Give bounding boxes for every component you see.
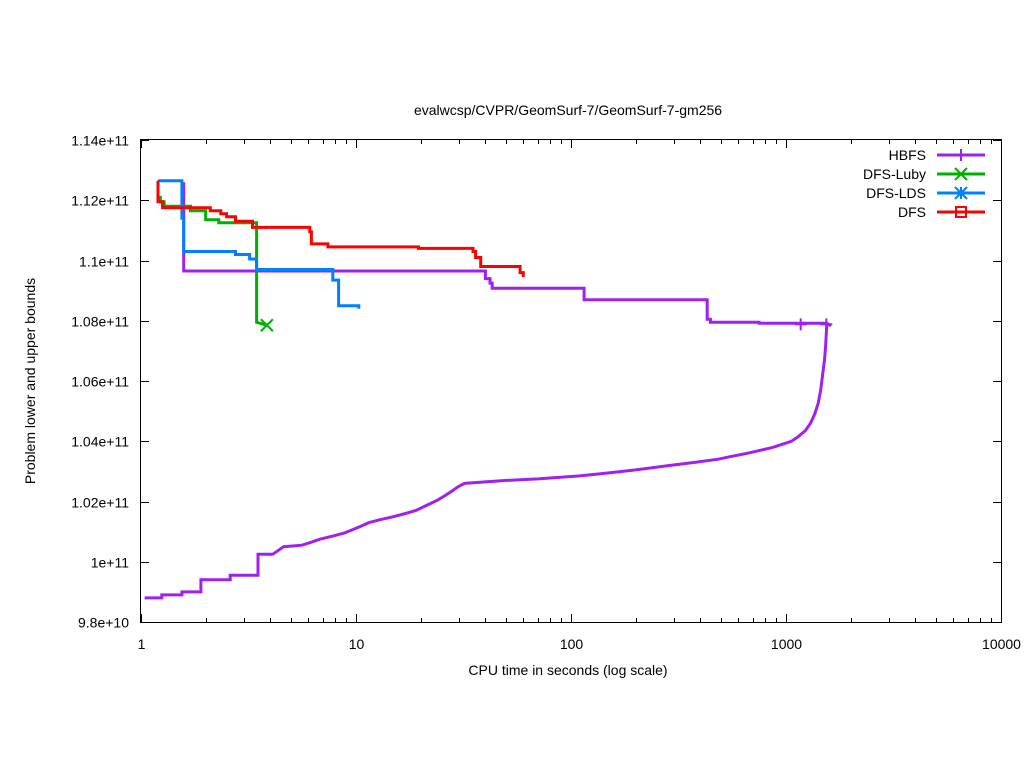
legend-label-dfs-lds: DFS-LDS	[866, 185, 926, 201]
x-tick-label: 10	[349, 636, 365, 652]
legend-label-hbfs: HBFS	[889, 147, 926, 163]
series-line-dfs-lds-upper-bound	[158, 179, 361, 309]
y-tick-label: 1.14e+11	[71, 133, 129, 149]
series-marker-hbfs	[820, 318, 833, 331]
series-marker-hbfs	[794, 318, 807, 331]
y-tick-label: 9.8e+10	[78, 615, 129, 631]
series-line-hbfs-upper-bound	[182, 182, 832, 328]
y-tick-label: 1.02e+11	[71, 495, 129, 511]
y-tick-label: 1.12e+11	[71, 193, 129, 209]
legend: HBFS DFS-Luby DFS-LDS DFS	[863, 147, 985, 220]
x-tick-label: 100	[560, 636, 584, 652]
plot-layer: 9.8e+10 1e+11 1.02e+11 1.04e+11 1.06e+11 1.08…	[71, 133, 1021, 653]
series-marker-dfs-luby	[260, 318, 274, 332]
legend-label-dfs: DFS	[898, 204, 926, 220]
legend-marker-dfs-lds	[954, 186, 968, 200]
x-axis-title: CPU time in seconds (log scale)	[468, 662, 667, 678]
y-tick-label: 1e+11	[91, 555, 129, 571]
y-axis-title: Problem lower and upper bounds	[22, 278, 38, 484]
series-line-dfs-upper-bound	[156, 180, 525, 278]
x-tick-label: 1	[138, 636, 146, 652]
y-tick-label: 1.06e+11	[71, 374, 129, 390]
x-tick-label: 1000	[771, 636, 802, 652]
legend-marker-dfs	[955, 206, 967, 218]
legend-label-dfs-luby: DFS-Luby	[863, 166, 926, 182]
y-tick-label: 1.04e+11	[71, 434, 129, 450]
series-line-hbfs-lower-bound	[144, 323, 829, 600]
plot-frame	[140, 139, 1002, 623]
chart-title: evalwcsp/CVPR/GeomSurf-7/GeomSurf-7-gm25…	[414, 102, 722, 118]
x-tick-label: 10000	[982, 636, 1021, 652]
legend-marker-hbfs	[955, 149, 967, 161]
y-tick-label: 1.1e+11	[79, 254, 129, 270]
legend-marker-dfs-luby	[954, 167, 968, 181]
y-tick-label: 1.08e+11	[71, 314, 129, 330]
